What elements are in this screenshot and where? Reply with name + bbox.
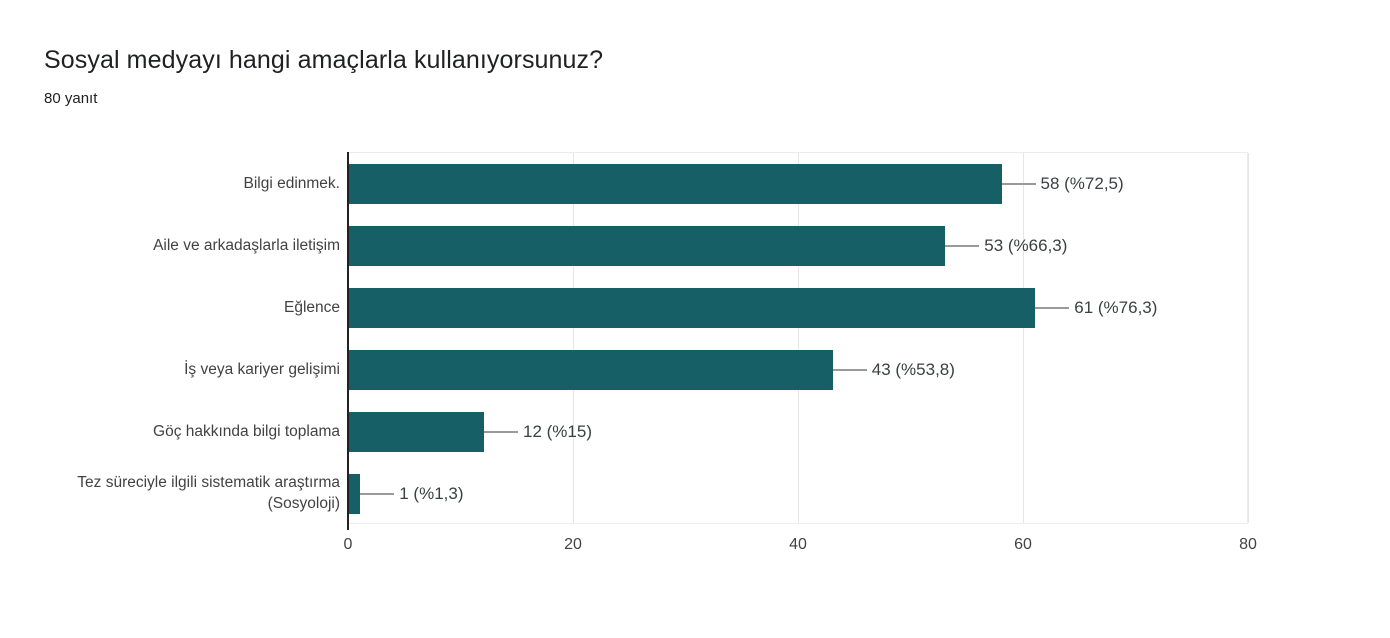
x-tick-label-60: 60 [1014,536,1032,553]
value-label: 1 (%1,3) [399,484,464,503]
leader-line [1001,183,1036,185]
gridline-x-40 [798,153,799,523]
bar-row: 43 (%53,8) [349,339,1247,401]
value-label: 58 (%72,5) [1040,174,1124,193]
question-title: Sosyal medyayı hangi amaçlarla kullanıyo… [44,46,604,74]
x-tick-label-20: 20 [564,536,582,553]
bar-2[interactable] [349,226,946,266]
value-label: 53 (%66,3) [984,236,1068,255]
gridline-x-20 [573,153,574,523]
bar-1[interactable] [349,164,1002,204]
value-label: 43 (%53,8) [871,360,955,379]
category-label: Eğlence [283,298,340,316]
bar-3[interactable] [349,288,1036,328]
y-axis-line [347,152,349,530]
bar-4[interactable] [349,350,833,390]
x-tick-label-80: 80 [1239,536,1257,553]
bar-row: 1 (%1,3) [349,463,1247,525]
bar-chart-plot-area: 58 (%72,5) 53 (%66,3) 61 (%76,3) 43 (%53,8)… [348,152,1249,525]
gridline-x-60 [1023,153,1024,523]
bar-6[interactable] [349,474,361,514]
leader-line [484,431,518,433]
value-label: 61 (%76,3) [1074,298,1158,317]
response-count: 80 yanıt [44,90,98,107]
x-tick-label-0: 0 [343,536,353,553]
category-label: İş veya kariyer gelişimi [184,360,340,378]
leader-line [1035,307,1070,309]
leader-line [832,369,867,371]
bar-row: 61 (%76,3) [349,277,1247,339]
bar-row: 58 (%72,5) [349,153,1247,215]
gridline-x-80 [1248,153,1249,523]
bar-5[interactable] [349,412,484,452]
category-label: Bilgi edinmek. [243,174,341,192]
category-label: Aile ve arkadaşlarla iletişim [153,236,340,254]
bar-row: 53 (%66,3) [349,215,1247,277]
category-label: Tez süreciyle ilgili sistematik araştırm… [77,474,340,512]
leader-line [945,245,980,247]
leader-line [360,493,395,495]
x-tick-label-40: 40 [789,536,807,553]
x-axis-tick-labels: 0 20 40 60 80 [344,536,1257,560]
category-label: Göç hakkında bilgi toplama [153,422,340,440]
value-label: 12 (%15) [523,422,592,441]
bar-row: 12 (%15) [349,401,1247,463]
category-axis-labels: Bilgi edinmek. Aile ve arkadaşlarla ileti… [30,152,340,524]
